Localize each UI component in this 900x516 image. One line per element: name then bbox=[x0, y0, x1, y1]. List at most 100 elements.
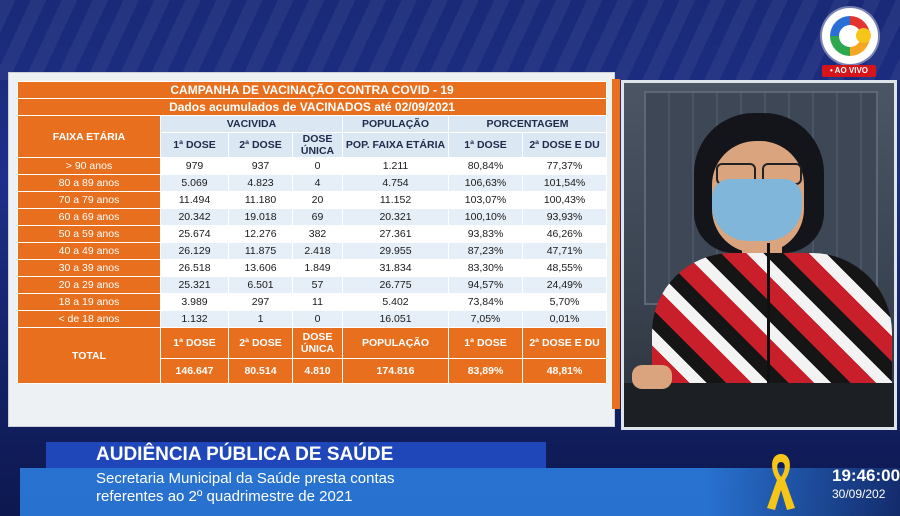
value-cell-d1: 11.494 bbox=[160, 191, 229, 209]
age-group-cell: 40 a 49 anos bbox=[17, 242, 161, 260]
vaccination-slide: CAMPANHA DE VACINAÇÃO CONTRA COVID - 19 … bbox=[8, 72, 620, 427]
age-group-cell: 70 a 79 anos bbox=[17, 191, 161, 209]
table-row: 30 a 39 anos 26.518 13.606 1.849 31.834 83,30… bbox=[17, 259, 608, 277]
value-cell-p1: 87,23% bbox=[448, 242, 523, 260]
porcentagem-group-header: PORCENTAGEM bbox=[447, 115, 608, 133]
channel-logo-icon bbox=[822, 8, 878, 64]
value-cell-p1: 103,07% bbox=[448, 191, 523, 209]
total-d2: 80.514 bbox=[228, 358, 293, 384]
value-cell-p2: 93,93% bbox=[521, 208, 608, 226]
value-cell-p2: 24,49% bbox=[521, 276, 608, 294]
value-cell-p2: 47,71% bbox=[521, 242, 608, 260]
col-pop: POP. FAIXA ETÁRIA bbox=[342, 132, 449, 158]
value-cell-pop: 20.321 bbox=[342, 208, 449, 226]
age-group-cell: 30 a 39 anos bbox=[17, 259, 161, 277]
total-head-pop: POPULAÇÃO bbox=[342, 327, 449, 359]
value-cell-pop: 4.754 bbox=[342, 174, 449, 192]
value-cell-d2: 6.501 bbox=[228, 276, 293, 294]
microphone bbox=[767, 243, 770, 393]
value-cell-pop: 5.402 bbox=[342, 293, 449, 311]
value-cell-du: 20 bbox=[292, 191, 343, 209]
value-cell-pop: 1.211 bbox=[342, 157, 449, 175]
value-cell-d1: 26.518 bbox=[160, 259, 229, 277]
value-cell-d2: 12.276 bbox=[228, 225, 293, 243]
age-group-cell: 60 a 69 anos bbox=[17, 208, 161, 226]
table-row: 18 a 19 anos 3.989 297 11 5.402 73,84% 5,70% bbox=[17, 293, 608, 311]
value-cell-d2: 11.180 bbox=[228, 191, 293, 209]
table-row: 80 a 89 anos 5.069 4.823 4 4.754 106,63% 101,5… bbox=[17, 174, 608, 192]
value-cell-p2: 101,54% bbox=[521, 174, 608, 192]
value-cell-pop: 31.834 bbox=[342, 259, 449, 277]
speaker-video bbox=[621, 80, 897, 430]
lower-third-line1: Secretaria Municipal da Saúde presta con… bbox=[96, 470, 395, 487]
age-group-cell: > 90 anos bbox=[17, 157, 161, 175]
total-head-p1: 1ª DOSE bbox=[448, 327, 523, 359]
populacao-group-header: POPULAÇÃO bbox=[342, 115, 449, 133]
value-cell-pop: 27.361 bbox=[342, 225, 449, 243]
faixa-etaria-header: FAIXA ETÁRIA bbox=[17, 115, 161, 158]
value-cell-d2: 11.875 bbox=[228, 242, 293, 260]
value-cell-p1: 100,10% bbox=[448, 208, 523, 226]
age-group-cell: 80 a 89 anos bbox=[17, 174, 161, 192]
value-cell-pop: 26.775 bbox=[342, 276, 449, 294]
table-subtitle: Dados acumulados de VACINADOS até 02/09/… bbox=[16, 98, 608, 116]
background-stripes bbox=[0, 0, 900, 80]
total-label: TOTAL bbox=[17, 327, 161, 384]
face-mask bbox=[712, 179, 802, 241]
total-p2: 48,81% bbox=[521, 358, 608, 384]
value-cell-p2: 100,43% bbox=[521, 191, 608, 209]
age-group-cell: < de 18 anos bbox=[17, 310, 161, 328]
value-cell-du: 0 bbox=[292, 310, 343, 328]
value-cell-p2: 77,37% bbox=[521, 157, 608, 175]
total-p1: 83,89% bbox=[448, 358, 523, 384]
lower-third-subtitle: Secretaria Municipal da Saúde presta con… bbox=[20, 468, 900, 516]
value-cell-d1: 1.132 bbox=[160, 310, 229, 328]
lower-third-title: AUDIÊNCIA PÚBLICA DE SAÚDE bbox=[46, 442, 546, 468]
value-cell-p1: 83,30% bbox=[448, 259, 523, 277]
age-group-cell: 50 a 59 anos bbox=[17, 225, 161, 243]
col-dose2: 2ª DOSE bbox=[228, 132, 293, 158]
table-row: 60 a 69 anos 20.342 19.018 69 20.321 100,10% 9… bbox=[17, 208, 608, 226]
value-cell-d2: 4.823 bbox=[228, 174, 293, 192]
value-cell-p1: 94,57% bbox=[448, 276, 523, 294]
table-title: CAMPANHA DE VACINAÇÃO CONTRA COVID - 19 bbox=[16, 81, 608, 99]
value-cell-du: 2.418 bbox=[292, 242, 343, 260]
value-cell-d2: 19.018 bbox=[228, 208, 293, 226]
total-head-du: DOSE ÚNICA bbox=[292, 327, 343, 359]
value-cell-d1: 5.069 bbox=[160, 174, 229, 192]
value-cell-d1: 979 bbox=[160, 157, 229, 175]
col-pct1: 1ª DOSE bbox=[448, 132, 523, 158]
col-dose-unica: DOSE ÚNICA bbox=[292, 132, 343, 158]
table-row: 70 a 79 anos 11.494 11.180 20 11.152 103,07% 1… bbox=[17, 191, 608, 209]
value-cell-du: 11 bbox=[292, 293, 343, 311]
value-cell-p2: 46,26% bbox=[521, 225, 608, 243]
age-group-cell: 18 a 19 anos bbox=[17, 293, 161, 311]
total-pop: 174.816 bbox=[342, 358, 449, 384]
value-cell-p2: 48,55% bbox=[521, 259, 608, 277]
table-row: > 90 anos 979 937 0 1.211 80,84% 77,37% bbox=[17, 157, 608, 175]
vaccination-table: CAMPANHA DE VACINAÇÃO CONTRA COVID - 19 … bbox=[16, 81, 608, 384]
value-cell-d2: 13.606 bbox=[228, 259, 293, 277]
speaker-hand bbox=[632, 365, 672, 389]
total-head-d1: 1ª DOSE bbox=[160, 327, 229, 359]
value-cell-p1: 73,84% bbox=[448, 293, 523, 311]
value-cell-d1: 25.674 bbox=[160, 225, 229, 243]
desk bbox=[624, 383, 894, 427]
value-cell-p2: 5,70% bbox=[521, 293, 608, 311]
broadcast-date: 30/09/202 bbox=[832, 487, 886, 501]
table-row: < de 18 anos 1.132 1 0 16.051 7,05% 0,01% bbox=[17, 310, 608, 328]
value-cell-d1: 3.989 bbox=[160, 293, 229, 311]
value-cell-p1: 106,63% bbox=[448, 174, 523, 192]
value-cell-d1: 25.321 bbox=[160, 276, 229, 294]
lower-third-line2: referentes ao 2º quadrimestre de 2021 bbox=[96, 488, 353, 505]
lower-third-title-text: AUDIÊNCIA PÚBLICA DE SAÚDE bbox=[96, 444, 394, 465]
value-cell-d2: 1 bbox=[228, 310, 293, 328]
value-cell-du: 4 bbox=[292, 174, 343, 192]
total-head-d2: 2ª DOSE bbox=[228, 327, 293, 359]
value-cell-du: 57 bbox=[292, 276, 343, 294]
yellow-ribbon-icon bbox=[767, 454, 795, 510]
value-cell-d2: 937 bbox=[228, 157, 293, 175]
value-cell-p1: 80,84% bbox=[448, 157, 523, 175]
total-du: 4.810 bbox=[292, 358, 343, 384]
value-cell-d2: 297 bbox=[228, 293, 293, 311]
